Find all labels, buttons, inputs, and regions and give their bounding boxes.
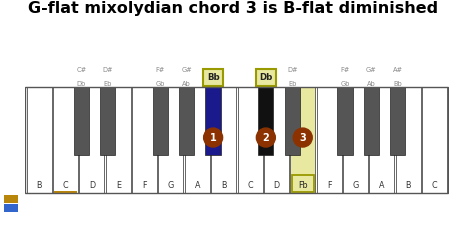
Text: Eb: Eb — [104, 81, 112, 87]
Text: C: C — [247, 181, 253, 190]
Text: Gb: Gb — [340, 81, 350, 87]
Text: B: B — [405, 181, 411, 190]
Bar — [158, 88, 184, 193]
Text: E: E — [116, 181, 121, 190]
Text: Db: Db — [259, 73, 273, 82]
Text: A: A — [194, 181, 200, 190]
FancyBboxPatch shape — [256, 69, 276, 86]
Text: basicmusictheory.com: basicmusictheory.com — [9, 84, 13, 132]
Bar — [206, 88, 221, 155]
FancyBboxPatch shape — [292, 175, 314, 192]
Bar — [132, 88, 157, 193]
Text: F: F — [327, 181, 331, 190]
Bar — [396, 88, 421, 193]
Text: D#: D# — [287, 67, 297, 72]
Text: Ab: Ab — [367, 81, 376, 87]
Bar — [185, 88, 210, 193]
Text: 2: 2 — [263, 133, 269, 143]
Bar — [422, 88, 447, 193]
Bar — [258, 88, 273, 155]
Text: Fb: Fb — [298, 181, 308, 190]
Bar — [211, 88, 236, 193]
Text: Db: Db — [77, 81, 86, 87]
Bar — [317, 88, 342, 193]
Bar — [285, 88, 300, 155]
Circle shape — [204, 128, 223, 147]
Text: A#: A# — [392, 67, 403, 72]
Bar — [343, 88, 368, 193]
Circle shape — [256, 128, 275, 147]
Text: D: D — [89, 181, 95, 190]
Text: C: C — [63, 181, 68, 190]
Bar — [100, 88, 115, 155]
Bar — [54, 191, 77, 193]
Text: C: C — [431, 181, 437, 190]
Text: B: B — [36, 181, 42, 190]
Bar — [26, 88, 448, 193]
Bar — [153, 88, 168, 155]
Bar — [369, 88, 394, 193]
Bar — [74, 88, 89, 155]
Bar — [4, 204, 18, 212]
Text: G: G — [352, 181, 359, 190]
Text: A: A — [379, 181, 384, 190]
Text: C#: C# — [76, 67, 86, 72]
Bar — [79, 88, 105, 193]
Text: Eb: Eb — [288, 81, 296, 87]
Bar — [4, 195, 18, 203]
Bar — [364, 88, 379, 155]
Text: B: B — [221, 181, 226, 190]
Text: G-flat mixolydian chord 3 is B-flat diminished: G-flat mixolydian chord 3 is B-flat dimi… — [28, 1, 439, 16]
Text: F#: F# — [156, 67, 165, 72]
FancyBboxPatch shape — [203, 69, 223, 86]
Bar — [106, 88, 131, 193]
Text: G: G — [168, 181, 174, 190]
Bar — [264, 88, 289, 193]
Text: F#: F# — [340, 67, 349, 72]
Text: Ab: Ab — [182, 81, 191, 87]
Text: F: F — [142, 181, 147, 190]
Bar — [290, 88, 315, 193]
Text: G#: G# — [181, 67, 192, 72]
Circle shape — [293, 128, 312, 147]
Text: Gb: Gb — [156, 81, 165, 87]
Bar — [53, 88, 78, 193]
Bar — [26, 88, 52, 193]
Text: 1: 1 — [210, 133, 216, 143]
Text: Bb: Bb — [207, 73, 220, 82]
Text: 3: 3 — [299, 133, 306, 143]
Bar — [337, 88, 352, 155]
Text: Bb: Bb — [393, 81, 402, 87]
Bar — [238, 88, 263, 193]
Text: D#: D# — [102, 67, 113, 72]
Text: G#: G# — [366, 67, 377, 72]
Bar — [390, 88, 405, 155]
Text: D: D — [273, 181, 279, 190]
Bar — [179, 88, 194, 155]
